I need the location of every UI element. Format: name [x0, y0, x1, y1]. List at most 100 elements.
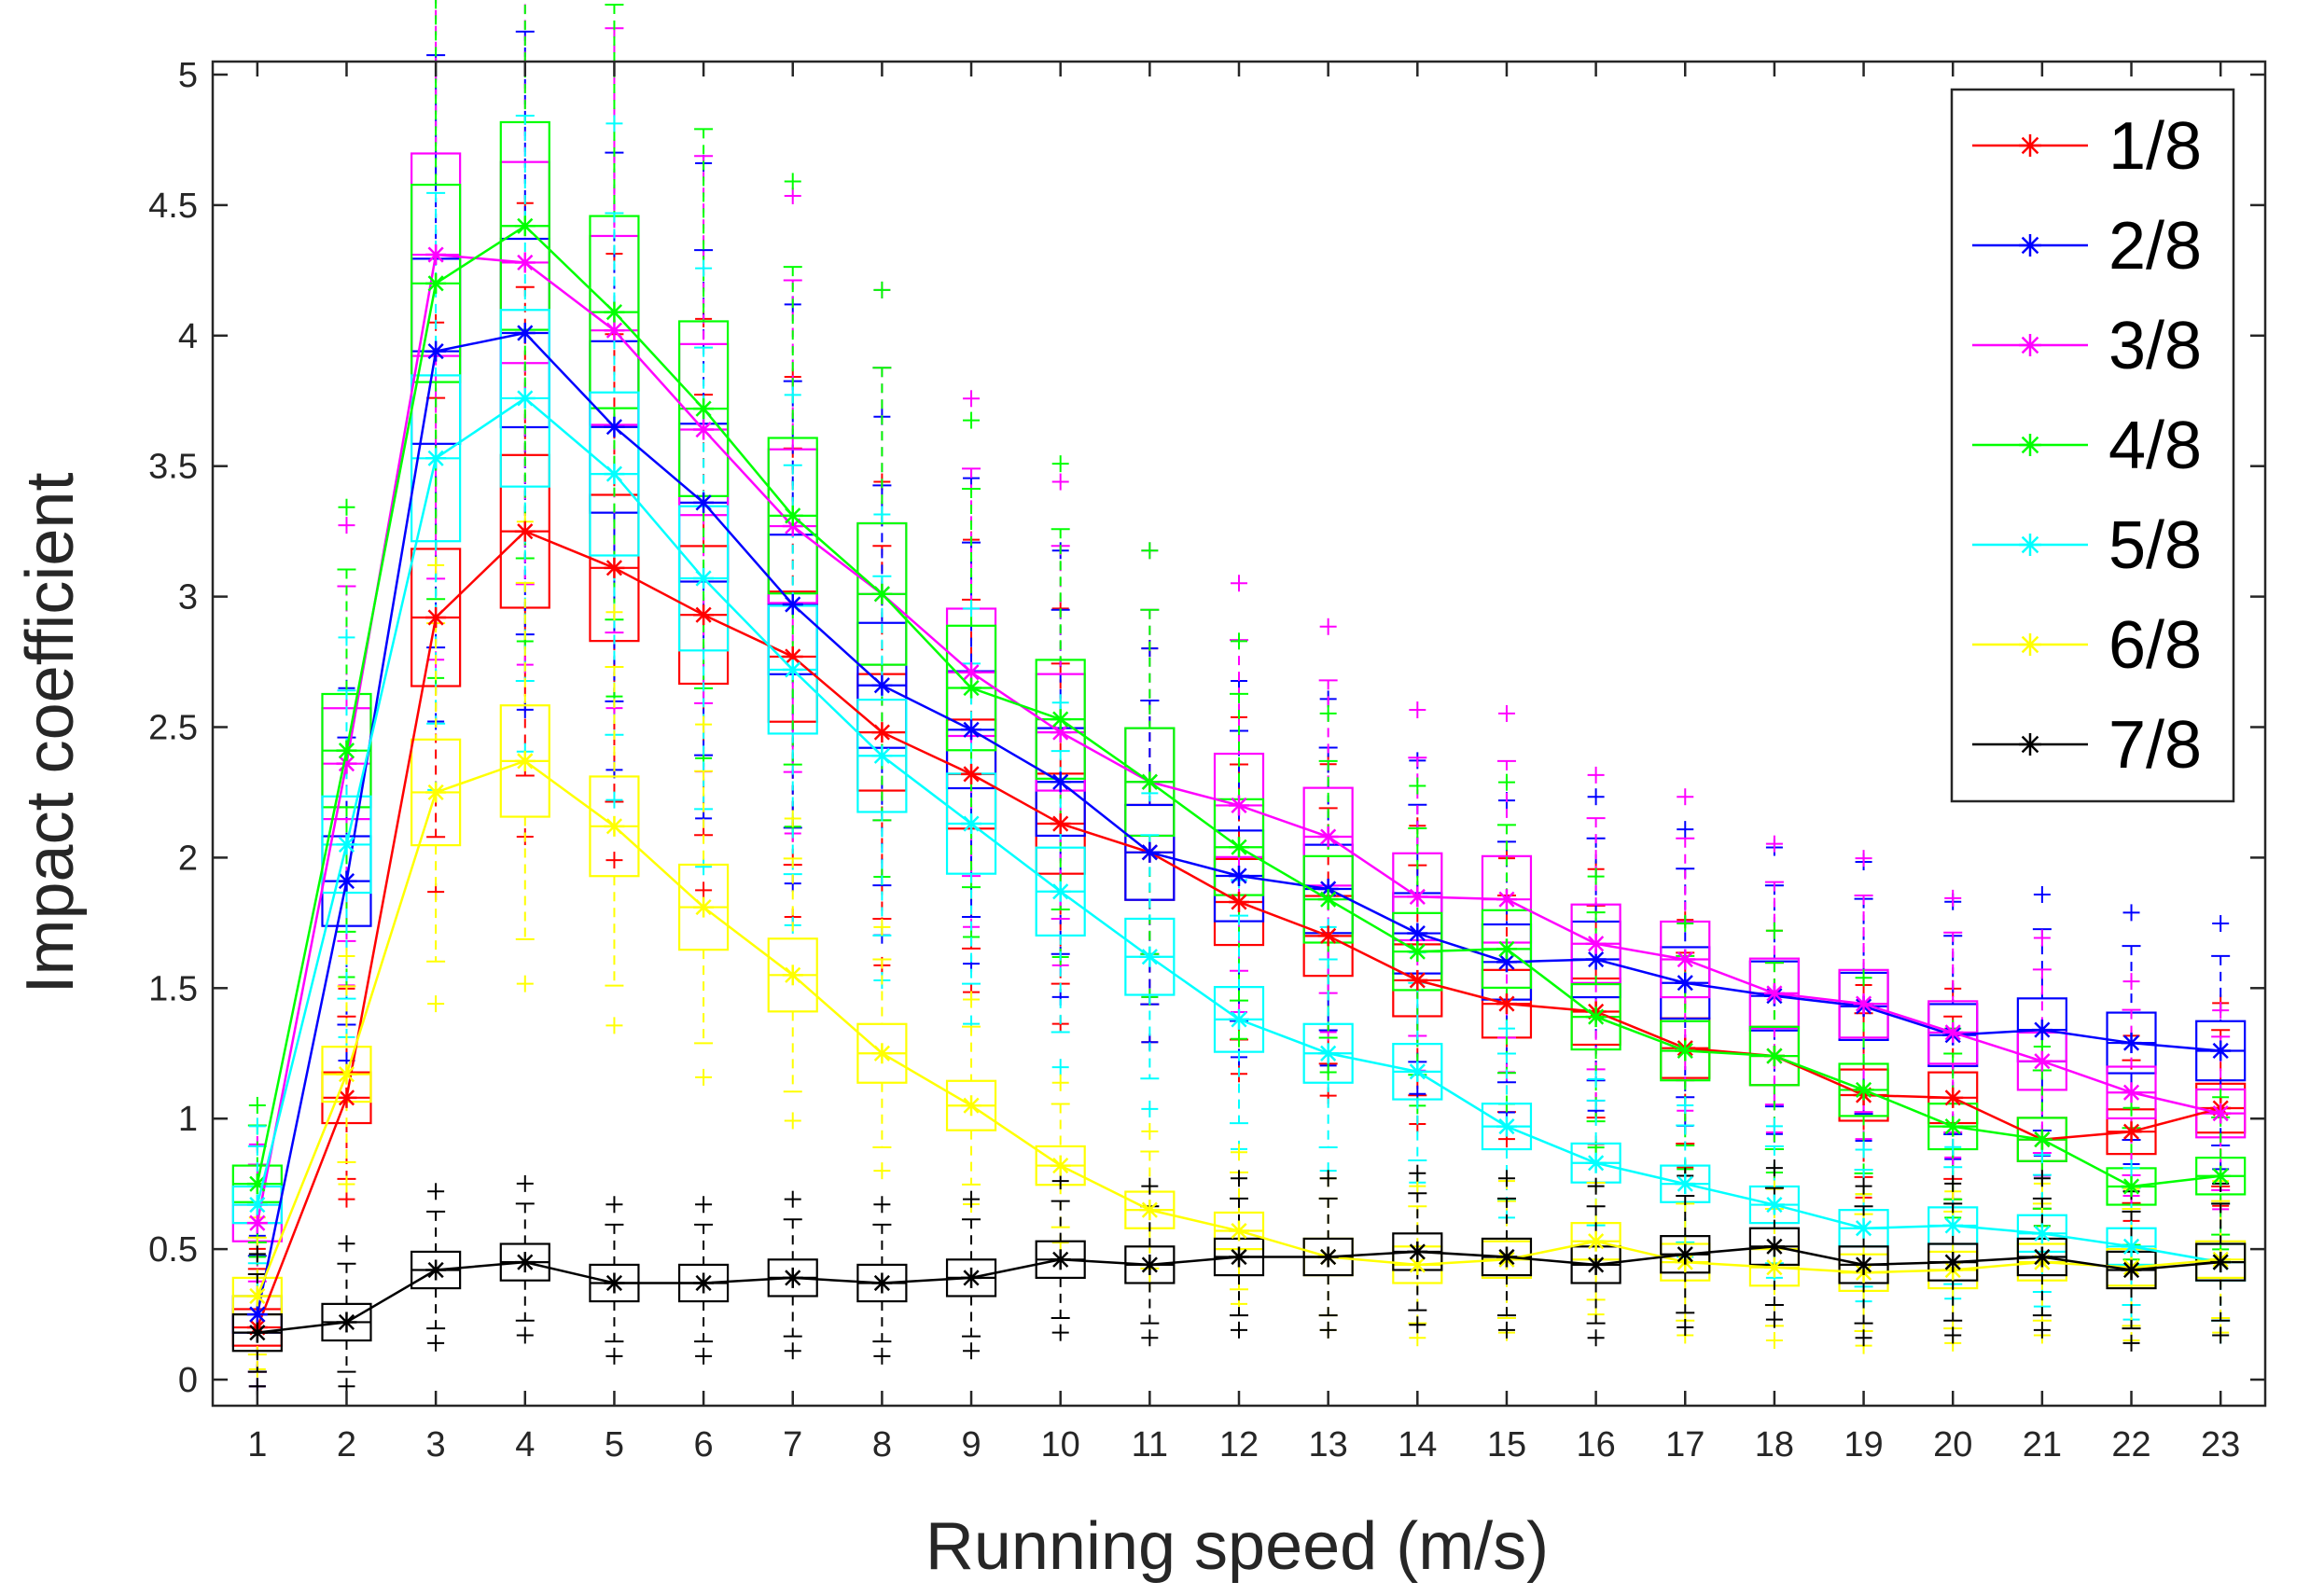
outlier — [2122, 973, 2140, 991]
data-point — [1407, 923, 1428, 944]
data-point — [1229, 1220, 1249, 1242]
data-point — [1496, 993, 1517, 1015]
outlier — [1141, 1329, 1159, 1347]
legend-label: 5/8 — [2108, 508, 2202, 583]
legend-item-1-8: 1/8 — [1972, 109, 2202, 184]
data-point — [604, 464, 625, 485]
data-point — [1050, 881, 1071, 902]
data-point — [1942, 1021, 1964, 1043]
legend-marker-d2 — [2021, 236, 2039, 255]
data-point-d2 — [963, 815, 980, 832]
data-point — [693, 419, 715, 440]
x-tick-label: 7 — [783, 1425, 802, 1464]
data-point — [2121, 1121, 2142, 1143]
outlier — [1141, 1122, 1159, 1140]
data-point — [336, 1063, 357, 1085]
data-point — [782, 1267, 803, 1288]
data-point — [336, 870, 357, 892]
data-point — [1317, 1246, 1339, 1268]
data-point-d2 — [1052, 773, 1069, 790]
data-point-d2 — [873, 747, 890, 764]
data-point-d2 — [2122, 1178, 2140, 1195]
data-point — [425, 272, 447, 294]
data-point — [1942, 1214, 1964, 1236]
outlier — [1051, 455, 1069, 473]
data-point-d2 — [1677, 1042, 1693, 1060]
data-point-d2 — [2212, 1042, 2229, 1060]
outlier — [2033, 1170, 2051, 1187]
x-tick-label: 5 — [605, 1425, 624, 1464]
data-point — [246, 1304, 268, 1325]
outlier — [873, 1162, 891, 1180]
data-point-d2 — [1498, 1248, 1515, 1266]
series-4-8 — [246, 215, 2232, 1197]
data-point-d2 — [338, 1089, 355, 1106]
outlier — [605, 791, 623, 809]
legend-marker — [2019, 134, 2041, 157]
data-point-d2 — [785, 596, 801, 613]
outlier — [1944, 1138, 1962, 1156]
outlier — [1677, 821, 1694, 839]
data-point — [1229, 1008, 1249, 1030]
data-point-d2 — [1231, 839, 1247, 855]
box-7-8-x2 — [321, 1235, 372, 1395]
data-point-d2 — [1855, 995, 1872, 1012]
x-tick-label: 8 — [872, 1425, 892, 1464]
data-point-d2 — [1588, 1256, 1605, 1273]
data-point-d2 — [2122, 1261, 2140, 1279]
legend-label: 2/8 — [2108, 209, 2202, 284]
data-point-d2 — [2122, 1034, 2140, 1051]
y-tick-label: 0 — [178, 1361, 198, 1400]
data-point — [1317, 925, 1339, 947]
data-point — [1853, 1079, 1874, 1101]
data-point-d2 — [1944, 1254, 1961, 1270]
legend-marker-d2 — [2021, 436, 2039, 454]
outlier — [1497, 1321, 1515, 1339]
data-point-d2 — [1766, 1259, 1783, 1276]
x-tick-label: 13 — [1309, 1425, 1348, 1464]
data-point — [1496, 889, 1517, 910]
data-point — [246, 1285, 268, 1307]
data-point — [2210, 1040, 2232, 1062]
y-axis-title: Impact coefficient — [13, 473, 88, 994]
data-point-d2 — [605, 322, 623, 339]
data-point-d2 — [1409, 1256, 1426, 1273]
x-tick-label: 18 — [1755, 1425, 1794, 1464]
outlier — [873, 918, 891, 936]
legend-marker-d2 — [2021, 635, 2039, 654]
data-point — [1942, 1116, 1964, 1137]
data-point — [2031, 1223, 2053, 1244]
data-point-d2 — [695, 606, 712, 623]
outlier — [427, 995, 445, 1013]
data-point-d2 — [2122, 1238, 2140, 1255]
series-lines — [246, 215, 2232, 1343]
outlier — [1944, 1174, 1962, 1192]
outlier — [1497, 704, 1515, 722]
data-point — [425, 606, 447, 628]
outlier — [1587, 766, 1605, 784]
data-point — [604, 416, 625, 437]
outlier — [1765, 922, 1783, 939]
outlier — [784, 187, 801, 204]
data-point — [1675, 972, 1696, 993]
outlier — [963, 600, 981, 618]
data-point-d2 — [517, 523, 534, 540]
outlier — [1409, 1164, 1426, 1182]
outlier — [1677, 788, 1694, 806]
data-point-d2 — [2034, 1021, 2051, 1038]
data-point-d2 — [427, 450, 444, 466]
data-point-d2 — [1320, 1248, 1337, 1266]
outlier — [695, 1068, 713, 1086]
data-point — [1139, 946, 1161, 967]
outlier — [248, 1245, 266, 1263]
outlier — [338, 1190, 355, 1208]
outlier — [516, 1174, 534, 1192]
outlier — [605, 1196, 623, 1214]
data-point — [1229, 1246, 1249, 1268]
outlier — [873, 281, 891, 298]
y-tick-label: 2 — [178, 839, 198, 878]
data-point — [425, 340, 447, 362]
data-point-d2 — [1677, 951, 1693, 968]
data-point-d2 — [249, 1175, 266, 1192]
